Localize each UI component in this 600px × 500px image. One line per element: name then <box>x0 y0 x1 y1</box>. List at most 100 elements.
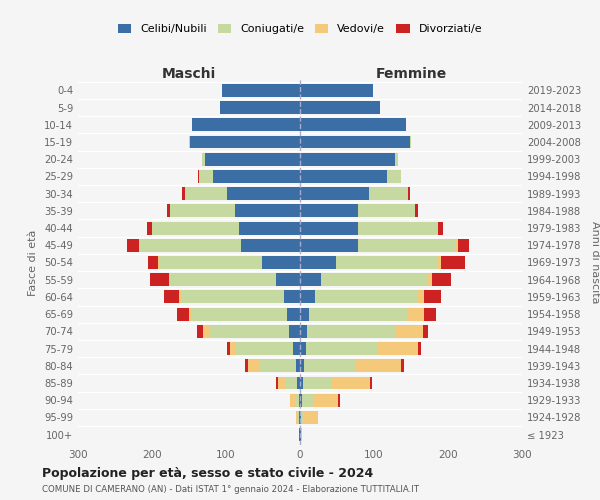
Bar <box>182 290 284 304</box>
Bar <box>300 152 395 166</box>
Bar <box>300 187 369 200</box>
Bar <box>262 256 300 269</box>
Bar <box>241 239 300 252</box>
Bar <box>296 411 298 424</box>
Bar <box>198 170 199 183</box>
Bar <box>235 204 300 218</box>
Bar <box>203 325 209 338</box>
Bar <box>290 394 296 406</box>
Bar <box>245 360 248 372</box>
Bar <box>300 118 406 131</box>
Bar <box>355 360 401 372</box>
Bar <box>300 376 303 390</box>
Bar <box>221 84 300 97</box>
Bar <box>401 360 404 372</box>
Bar <box>432 274 451 286</box>
Bar <box>300 394 302 406</box>
Bar <box>189 308 192 320</box>
Bar <box>227 342 230 355</box>
Bar <box>307 325 395 338</box>
Bar <box>277 376 278 390</box>
Bar <box>437 222 443 234</box>
Bar <box>300 239 358 252</box>
Bar <box>370 376 372 390</box>
Bar <box>415 204 418 218</box>
Bar <box>278 376 285 390</box>
Bar <box>427 274 432 286</box>
Text: COMUNE DI CAMERANO (AN) - Dati ISTAT 1° gennaio 2024 - Elaborazione TUTTITALIA.I: COMUNE DI CAMERANO (AN) - Dati ISTAT 1° … <box>42 485 419 494</box>
Bar <box>424 308 436 320</box>
Bar <box>300 84 373 97</box>
Bar <box>299 411 300 424</box>
Bar <box>197 325 203 338</box>
Bar <box>300 325 307 338</box>
Bar <box>297 376 300 390</box>
Bar <box>152 222 239 234</box>
Bar <box>299 428 300 441</box>
Bar <box>410 136 411 148</box>
Bar <box>209 325 289 338</box>
Y-axis label: Fasce di età: Fasce di età <box>28 230 38 296</box>
Bar <box>437 256 440 269</box>
Bar <box>299 394 300 406</box>
Bar <box>300 256 335 269</box>
Bar <box>338 394 340 406</box>
Bar <box>296 360 300 372</box>
Text: Femmine: Femmine <box>376 67 446 81</box>
Bar <box>306 342 379 355</box>
Bar <box>418 342 421 355</box>
Bar <box>309 308 407 320</box>
Bar <box>202 152 205 166</box>
Bar <box>379 342 418 355</box>
Bar <box>235 342 293 355</box>
Bar <box>150 274 169 286</box>
Y-axis label: Anni di nascita: Anni di nascita <box>590 221 599 304</box>
Bar <box>239 222 300 234</box>
Bar <box>169 274 170 286</box>
Bar <box>212 170 300 183</box>
Bar <box>158 256 160 269</box>
Bar <box>230 342 235 355</box>
Bar <box>148 256 158 269</box>
Bar <box>300 342 306 355</box>
Bar <box>170 274 277 286</box>
Bar <box>189 136 190 148</box>
Bar <box>321 274 427 286</box>
Bar <box>300 136 410 148</box>
Bar <box>335 256 437 269</box>
Bar <box>300 101 380 114</box>
Bar <box>301 428 302 441</box>
Bar <box>167 204 170 218</box>
Bar <box>395 152 398 166</box>
Bar <box>190 136 300 148</box>
Bar <box>300 360 304 372</box>
Bar <box>300 274 321 286</box>
Bar <box>260 360 296 372</box>
Bar <box>182 187 185 200</box>
Bar <box>289 325 300 338</box>
Bar <box>423 325 428 338</box>
Bar <box>170 204 235 218</box>
Legend: Celibi/Nubili, Coniugati/e, Vedovi/e, Divorziati/e: Celibi/Nubili, Coniugati/e, Vedovi/e, Di… <box>118 24 482 34</box>
Bar <box>127 239 139 252</box>
Bar <box>315 290 417 304</box>
Bar <box>285 376 297 390</box>
Bar <box>287 308 300 320</box>
Bar <box>160 256 262 269</box>
Bar <box>300 308 309 320</box>
Bar <box>304 411 318 424</box>
Bar <box>185 187 227 200</box>
Bar <box>369 187 408 200</box>
Bar <box>248 360 260 372</box>
Text: Maschi: Maschi <box>162 67 216 81</box>
Bar <box>303 376 331 390</box>
Bar <box>192 118 300 131</box>
Bar <box>293 342 300 355</box>
Bar <box>304 360 355 372</box>
Bar <box>177 308 189 320</box>
Bar <box>300 411 301 424</box>
Bar <box>199 170 212 183</box>
Bar <box>139 239 241 252</box>
Bar <box>220 101 300 114</box>
Bar <box>395 325 423 338</box>
